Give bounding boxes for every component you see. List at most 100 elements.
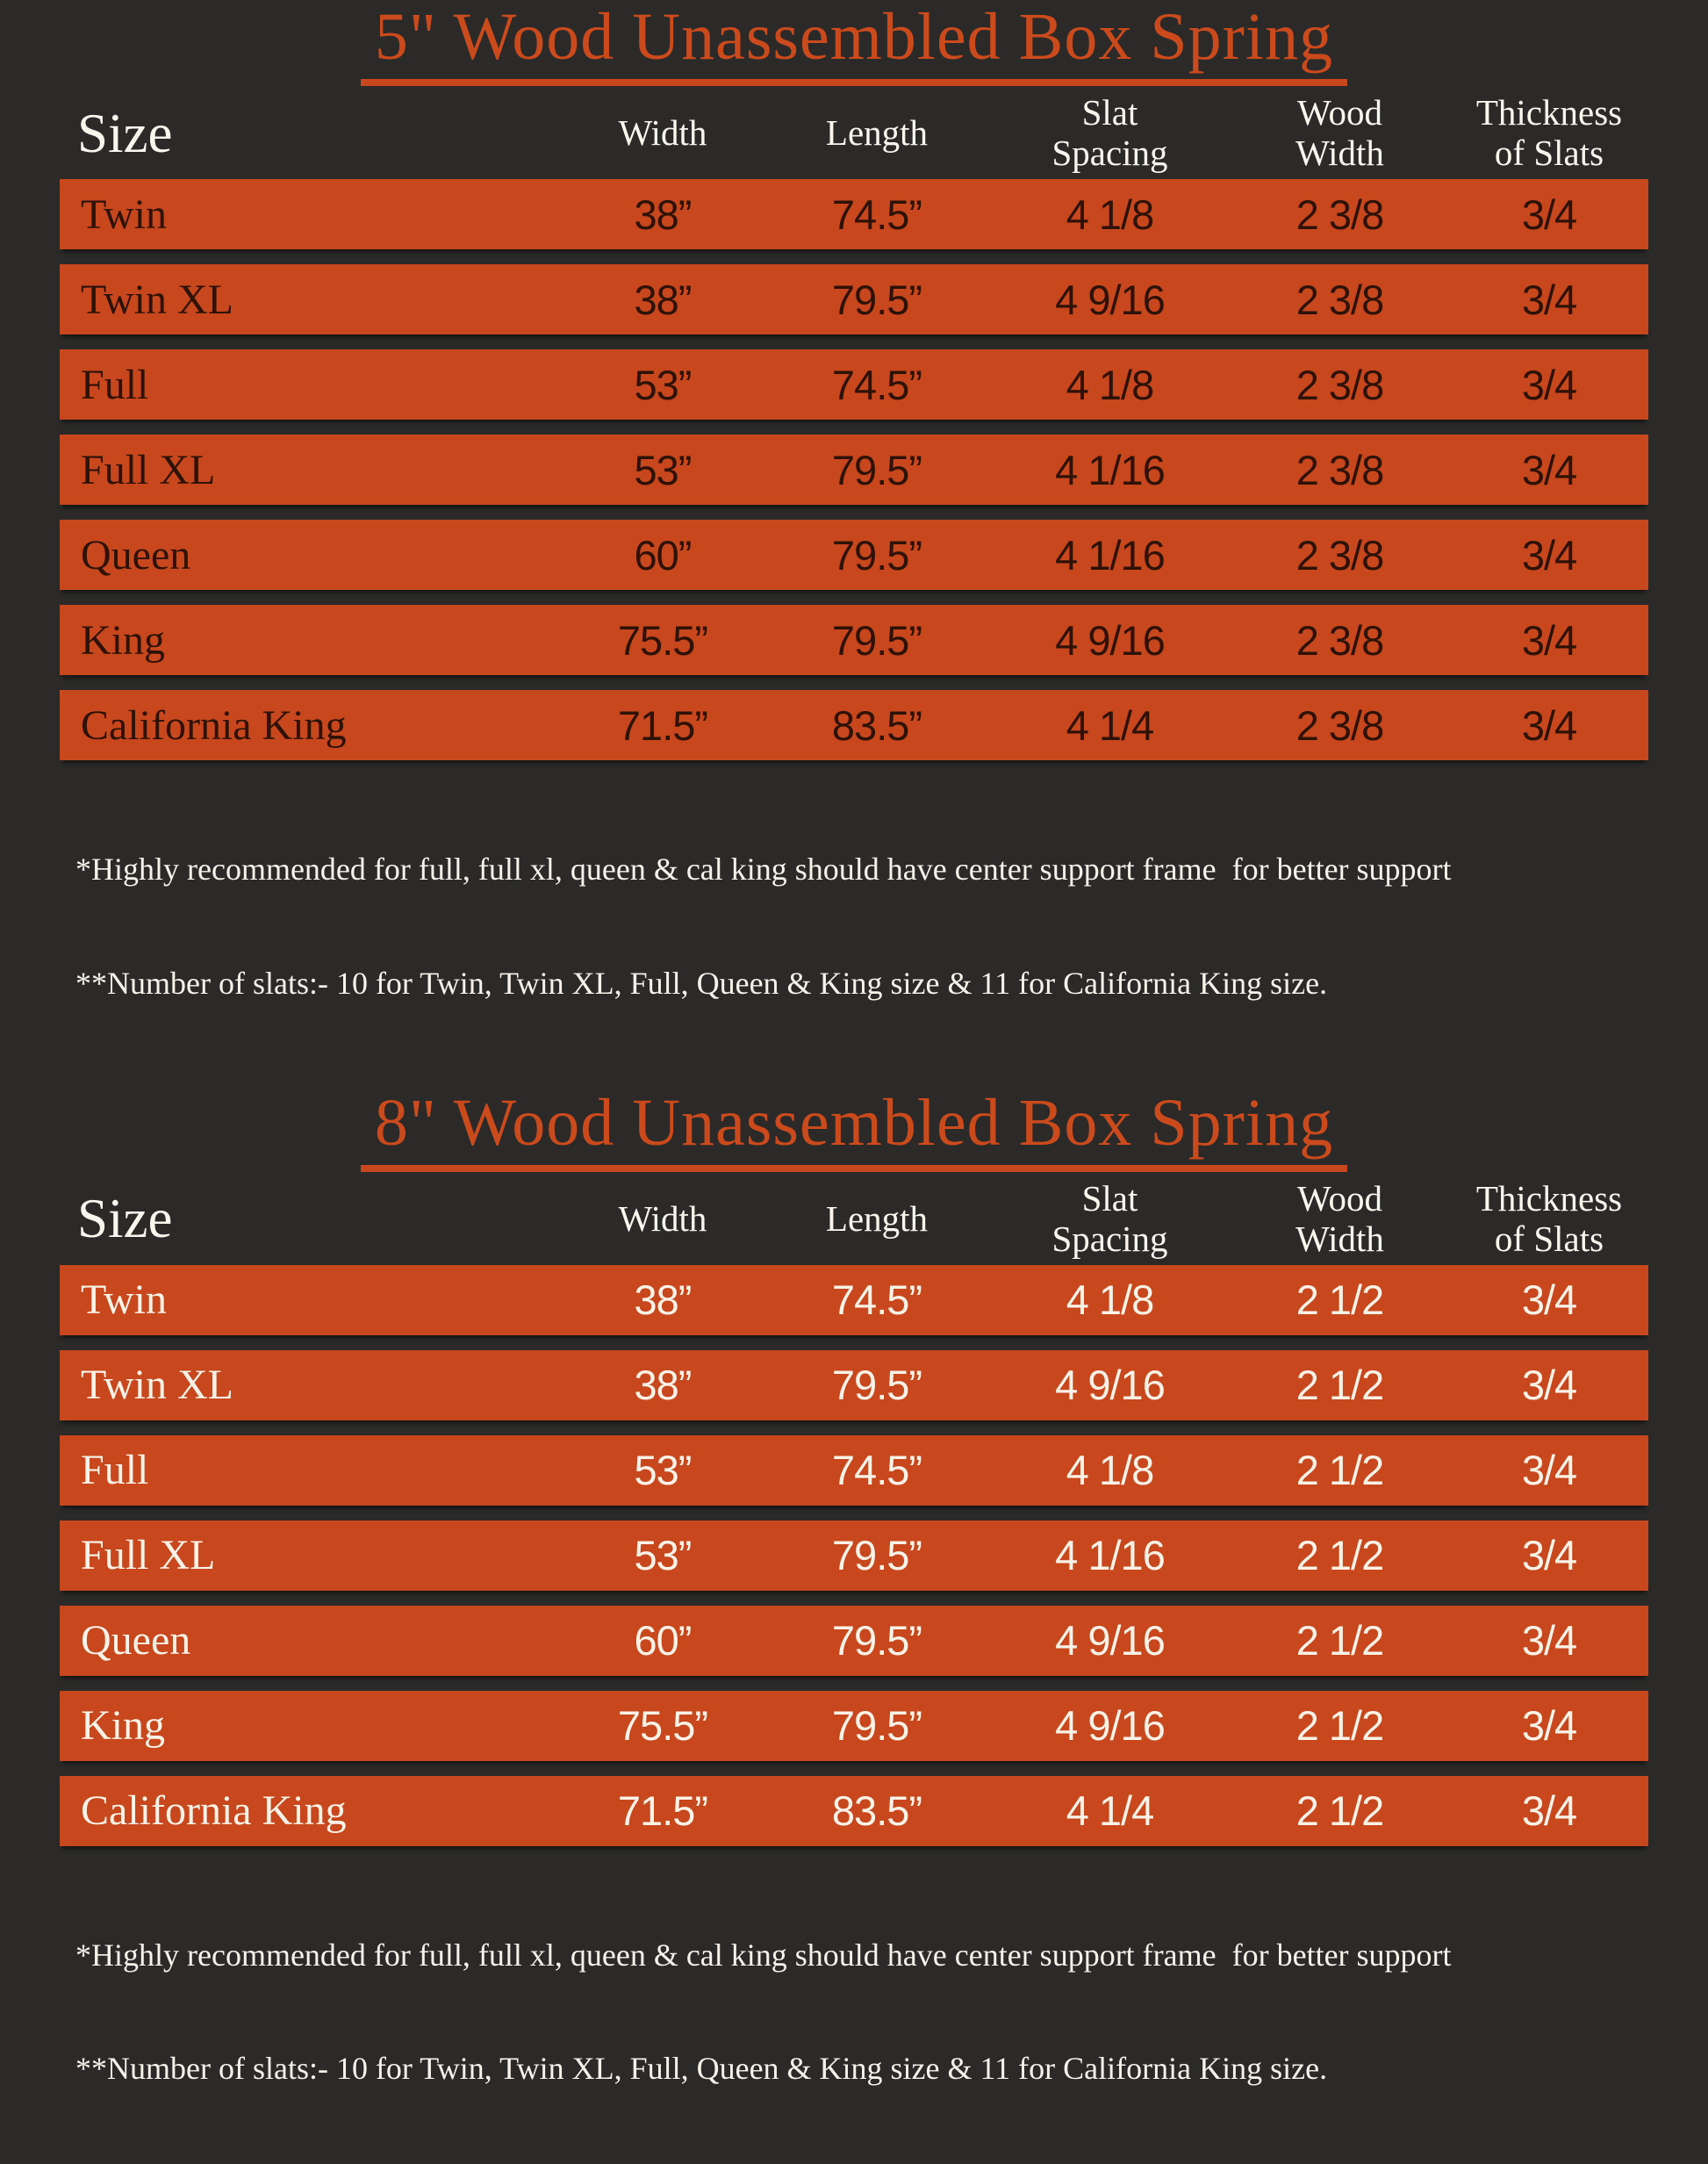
length-cell: 79.5” [764,616,990,665]
slat-thickness-cell: 3/4 [1450,1361,1648,1409]
width-cell: 38” [562,191,764,239]
slat-thickness-cell: 3/4 [1450,1446,1648,1494]
slat-thickness-cell: 3/4 [1450,276,1648,324]
wood-width-cell: 2 1/2 [1230,1531,1450,1579]
box-spring-8-inch-table-section: 8" Wood Unassembled Box Spring Size Widt… [0,1089,1708,2164]
table-row-twin: Twin 38” 74.5” 4 1/8 2 3/8 3/4 [60,179,1648,249]
length-cell: 74.5” [764,1276,990,1324]
length-cell: 79.5” [764,1701,990,1750]
footnote-center-support: *Highly recommended for full, full xl, q… [75,851,1648,888]
length-cell: 79.5” [764,1616,990,1664]
slat-thickness-cell: 3/4 [1450,446,1648,494]
table-row-king: King 75.5” 79.5” 4 9/16 2 1/2 3/4 [60,1691,1648,1761]
slat-spacing-cell: 4 1/16 [990,446,1230,494]
slat-spacing-cell: 4 1/8 [990,1446,1230,1494]
wood-width-cell: 2 3/8 [1230,616,1450,665]
length-cell: 79.5” [764,446,990,494]
wood-width-cell: 2 1/2 [1230,1616,1450,1664]
wood-width-cell: 2 3/8 [1230,361,1450,409]
slat-spacing-cell: 4 9/16 [990,276,1230,324]
slat-spacing-cell: 4 1/16 [990,531,1230,579]
slat-spacing-cell: 4 1/8 [990,361,1230,409]
width-cell: 75.5” [562,1701,764,1750]
wood-width-cell: 2 1/2 [1230,1787,1450,1835]
slat-spacing-cell: 4 9/16 [990,1616,1230,1664]
column-header-length: Length [764,1199,990,1240]
size-cell: California King [60,701,562,750]
width-cell: 53” [562,1446,764,1494]
wood-width-cell: 2 1/2 [1230,1361,1450,1409]
slat-thickness-cell: 3/4 [1450,701,1648,750]
slat-thickness-cell: 3/4 [1450,616,1648,665]
slat-spacing-cell: 4 1/16 [990,1531,1230,1579]
box-spring-5-inch-table-section: 5" Wood Unassembled Box Spring Size Widt… [0,4,1708,1079]
size-cell: Twin [60,191,562,239]
column-header-size: Size [60,103,562,165]
column-header-wood-width: Wood Width [1230,93,1450,174]
section-title-5in: 5" Wood Unassembled Box Spring [361,4,1347,86]
length-cell: 79.5” [764,531,990,579]
column-header-size: Size [60,1188,562,1250]
wood-width-cell: 2 3/8 [1230,191,1450,239]
wood-width-cell: 2 3/8 [1230,276,1450,324]
column-header-slat-spacing: Slat Spacing [990,93,1230,174]
width-cell: 53” [562,1531,764,1579]
table-row-queen: Queen 60” 79.5” 4 9/16 2 1/2 3/4 [60,1606,1648,1676]
slat-spacing-cell: 4 1/8 [990,191,1230,239]
footnotes-8in: *Highly recommended for full, full xl, q… [60,1861,1648,2164]
wood-width-cell: 2 1/2 [1230,1701,1450,1750]
length-cell: 79.5” [764,1361,990,1409]
slat-thickness-cell: 3/4 [1450,1616,1648,1664]
slat-thickness-cell: 3/4 [1450,1787,1648,1835]
slat-thickness-cell: 3/4 [1450,191,1648,239]
wood-width-cell: 2 3/8 [1230,446,1450,494]
footnotes-5in: *Highly recommended for full, full xl, q… [60,775,1648,1079]
column-header-width: Width [562,1199,764,1240]
slat-thickness-cell: 3/4 [1450,1276,1648,1324]
slat-spacing-cell: 4 9/16 [990,616,1230,665]
table-row-california-king: California King 71.5” 83.5” 4 1/4 2 1/2 … [60,1776,1648,1846]
slat-spacing-cell: 4 1/4 [990,701,1230,750]
wood-width-cell: 2 3/8 [1230,531,1450,579]
size-cell: Full XL [60,1531,562,1579]
table-row-full: Full 53” 74.5” 4 1/8 2 3/8 3/4 [60,349,1648,420]
title-wrap-8in: 8" Wood Unassembled Box Spring [60,1089,1648,1172]
table-row-twin: Twin 38” 74.5” 4 1/8 2 1/2 3/4 [60,1265,1648,1335]
column-header-length: Length [764,113,990,154]
slat-spacing-cell: 4 9/16 [990,1701,1230,1750]
size-cell: Queen [60,531,562,579]
slat-thickness-cell: 3/4 [1450,1531,1648,1579]
column-header-slat-thickness: Thickness of Slats [1450,1179,1648,1260]
length-cell: 83.5” [764,1787,990,1835]
section-title-8in: 8" Wood Unassembled Box Spring [361,1089,1347,1172]
width-cell: 71.5” [562,1787,764,1835]
length-cell: 74.5” [764,1446,990,1494]
size-cell: California King [60,1787,562,1835]
width-cell: 60” [562,531,764,579]
table-row-twin-xl: Twin XL 38” 79.5” 4 9/16 2 3/8 3/4 [60,264,1648,334]
wood-width-cell: 2 1/2 [1230,1276,1450,1324]
table-row-california-king: California King 71.5” 83.5” 4 1/4 2 3/8 … [60,690,1648,760]
width-cell: 38” [562,1276,764,1324]
table-row-full-xl: Full XL 53” 79.5” 4 1/16 2 3/8 3/4 [60,435,1648,505]
slat-spacing-cell: 4 9/16 [990,1361,1230,1409]
size-cell: Twin [60,1276,562,1324]
width-cell: 53” [562,361,764,409]
size-cell: Full [60,361,562,409]
width-cell: 38” [562,276,764,324]
table-row-twin-xl: Twin XL 38” 79.5” 4 9/16 2 1/2 3/4 [60,1350,1648,1420]
size-cell: Twin XL [60,276,562,324]
column-header-slat-spacing: Slat Spacing [990,1179,1230,1260]
length-cell: 74.5” [764,191,990,239]
width-cell: 71.5” [562,701,764,750]
slat-thickness-cell: 3/4 [1450,361,1648,409]
table-row-king: King 75.5” 79.5” 4 9/16 2 3/8 3/4 [60,605,1648,675]
length-cell: 74.5” [764,361,990,409]
table-row-full-xl: Full XL 53” 79.5” 4 1/16 2 1/2 3/4 [60,1521,1648,1591]
column-header-width: Width [562,113,764,154]
table-row-queen: Queen 60” 79.5” 4 1/16 2 3/8 3/4 [60,520,1648,590]
width-cell: 53” [562,446,764,494]
size-cell: Twin XL [60,1361,562,1409]
width-cell: 38” [562,1361,764,1409]
size-cell: King [60,1701,562,1750]
